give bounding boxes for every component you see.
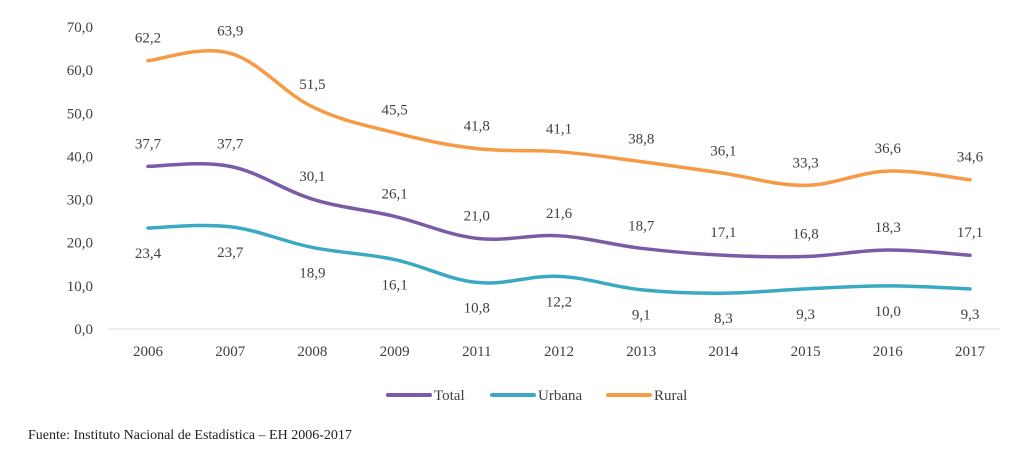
x-tick-label: 2011 — [462, 344, 491, 360]
x-tick-label: 2014 — [708, 344, 739, 360]
data-label: 23,7 — [217, 245, 244, 261]
x-axis: 2006 2007 2008 2009 2011 2012 2013 2014 2015 2016… — [133, 344, 986, 360]
x-tick-label: 2015 — [791, 344, 821, 360]
data-label: 34,6 — [957, 150, 984, 166]
data-label: 9,3 — [796, 307, 815, 323]
x-tick-label: 2017 — [955, 344, 986, 360]
source-note: Fuente: Instituto Nacional de Estadístic… — [28, 428, 352, 443]
x-tick-label: 2009 — [380, 344, 410, 360]
data-label: 62,2 — [135, 31, 161, 47]
data-label: 63,9 — [217, 23, 243, 39]
data-label: 41,8 — [464, 119, 490, 135]
data-label: 36,1 — [710, 143, 736, 159]
data-label: 51,5 — [299, 77, 325, 93]
data-label: 37,7 — [217, 136, 244, 152]
data-label: 16,8 — [792, 227, 818, 243]
data-label: 18,7 — [628, 218, 655, 234]
data-label: 12,2 — [546, 294, 572, 310]
x-tick-label: 2012 — [544, 344, 574, 360]
x-tick-label: 2016 — [873, 344, 904, 360]
series-line-total — [146, 161, 972, 259]
data-label: 18,3 — [875, 220, 901, 236]
data-label: 10,8 — [464, 300, 490, 316]
y-tick-label: 0,0 — [74, 322, 93, 338]
x-tick-label: 2008 — [297, 344, 327, 360]
y-tick-label: 40,0 — [67, 149, 93, 165]
legend-label: Rural — [654, 388, 687, 404]
series-lines — [146, 49, 972, 295]
data-label: 37,7 — [135, 136, 162, 152]
y-tick-label: 30,0 — [67, 193, 93, 209]
x-tick-label: 2006 — [133, 344, 164, 360]
y-tick-label: 60,0 — [67, 63, 93, 79]
series-line-urbana — [146, 223, 972, 295]
legend-label: Total — [434, 388, 465, 404]
data-label: 17,1 — [710, 225, 736, 241]
legend-label: Urbana — [538, 388, 582, 404]
y-tick-label: 20,0 — [67, 236, 93, 252]
data-label: 38,8 — [628, 132, 654, 148]
x-tick-label: 2013 — [626, 344, 656, 360]
data-label: 16,1 — [381, 278, 407, 294]
data-label: 45,5 — [381, 103, 407, 119]
data-labels: 37,7 37,7 30,1 26,1 21,0 21,6 18,7 17,1 16,8 18,3… — [135, 23, 984, 327]
data-label: 36,6 — [875, 141, 902, 157]
data-label: 41,1 — [546, 122, 572, 138]
data-label: 30,1 — [299, 169, 325, 185]
data-label: 17,1 — [957, 225, 983, 241]
data-label: 23,4 — [135, 246, 162, 262]
y-tick-label: 50,0 — [67, 106, 93, 122]
x-tick-label: 2007 — [215, 344, 246, 360]
series-line-rural — [146, 49, 972, 188]
y-tick-label: 10,0 — [67, 279, 93, 295]
data-label: 9,1 — [632, 308, 651, 324]
y-axis: 0,0 10,0 20,0 30,0 40,0 50,0 60,0 70,0 — [67, 20, 93, 338]
data-label: 26,1 — [381, 186, 407, 202]
data-label: 21,0 — [464, 208, 490, 224]
data-label: 33,3 — [792, 155, 818, 171]
y-tick-label: 70,0 — [67, 20, 93, 36]
data-label: 9,3 — [961, 307, 980, 323]
data-label: 18,9 — [299, 265, 325, 281]
legend: Total Urbana Rural — [386, 388, 687, 404]
data-label: 10,0 — [875, 304, 901, 320]
data-label: 8,3 — [714, 311, 733, 327]
data-label: 21,6 — [546, 206, 573, 222]
